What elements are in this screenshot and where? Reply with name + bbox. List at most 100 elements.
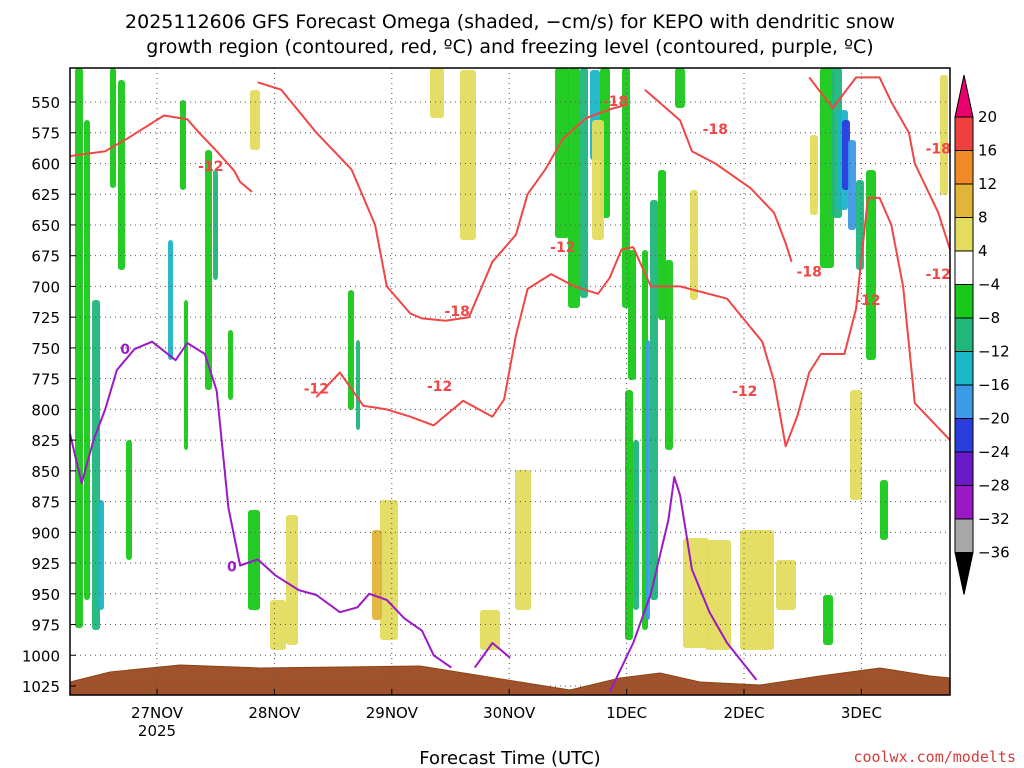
contour-lines: -12 -12 -12 -12 -12 -12 -12 -18 -18 -18 -18 -18 0 0 [69, 76, 951, 693]
omega-shading [75, 68, 948, 650]
colorbar-label: −12 [978, 343, 1010, 361]
omega-shade-cell [810, 135, 818, 215]
y-tick-label: 775 [31, 371, 60, 389]
omega-shade-cell [205, 150, 212, 390]
y-tick-label: 900 [31, 524, 60, 542]
contour-line-minus18 [257, 81, 628, 322]
x-tick-label: 29NOV [366, 704, 419, 722]
colorbar-swatch [954, 150, 974, 185]
contour-label: 0 [120, 342, 130, 358]
y-axis: 550 575 600 625 650 675 700 725 750 775 800 825 850 8… [22, 94, 76, 696]
omega-shade-cell [555, 68, 569, 238]
omega-shade-cell [168, 240, 173, 360]
colorbar-label: 20 [978, 108, 997, 126]
omega-shade-cell [118, 80, 125, 270]
omega-shade-cell [850, 390, 862, 500]
contour-label: -18 [603, 94, 628, 110]
y-tick-label: 1025 [22, 678, 60, 696]
omega-shade-cell [820, 68, 834, 268]
omega-shade-cell [75, 68, 83, 628]
colorbar-bottom-arrow [954, 552, 974, 595]
omega-shade-cell [625, 390, 633, 640]
omega-shade-cell [628, 250, 636, 380]
omega-shade-cell [580, 68, 588, 298]
colorbar-label: −16 [978, 376, 1010, 394]
y-tick-label: 975 [31, 617, 60, 635]
colorbar-swatch [954, 250, 974, 285]
omega-shade-cell [592, 120, 604, 240]
omega-shade-cell [460, 70, 476, 240]
colorbar: 20 16 12 8 4 −4 −8 −12 −16 −20 −24 −28 −32 −36 [954, 74, 1010, 595]
omega-shade-cell [250, 90, 260, 150]
contour-label: -12 [427, 379, 452, 395]
contour-line-minus18 [644, 88, 793, 263]
omega-shade-cell [98, 500, 104, 610]
colorbar-swatch [954, 183, 974, 218]
plot-area: -12 -12 -12 -12 -12 -12 -12 -18 -18 -18 -18 -18 0 0 [69, 67, 951, 696]
y-tick-label: 850 [31, 463, 60, 481]
y-tick-label: 1000 [22, 647, 60, 665]
omega-shade-cell [683, 538, 709, 648]
x-tick-label: 3DEC [841, 704, 882, 722]
colorbar-swatch [954, 384, 974, 419]
x-tick-label: 1DEC [606, 704, 647, 722]
omega-shade-cell [348, 290, 354, 410]
colorbar-label: −32 [978, 510, 1010, 528]
contour-line-0 [608, 476, 758, 693]
contour-label: -18 [703, 122, 728, 138]
colorbar-swatch [954, 317, 974, 352]
contour-label: -18 [445, 304, 470, 320]
y-tick-label: 650 [31, 217, 60, 235]
contour-label: -18 [926, 142, 951, 158]
y-tick-label: 550 [31, 94, 60, 112]
omega-shade-cell [848, 140, 856, 230]
omega-shade-cell [866, 170, 876, 360]
omega-shade-cell [665, 260, 673, 450]
x-axis-year-label: 2025 [138, 722, 176, 740]
omega-shade-cell [633, 440, 639, 610]
omega-shade-cell [940, 75, 948, 195]
omega-shade-cell [515, 470, 531, 610]
omega-shade-cell [880, 480, 888, 540]
colorbar-top-arrow [954, 74, 974, 118]
colorbar-swatch [954, 418, 974, 453]
y-tick-label: 625 [31, 186, 60, 204]
y-tick-label: 600 [31, 155, 60, 173]
omega-shade-cell [180, 100, 186, 190]
colorbar-label: −8 [978, 309, 1000, 327]
omega-shade-cell [184, 300, 188, 450]
contour-line-0 [69, 340, 452, 669]
y-tick-label: 750 [31, 340, 60, 358]
omega-shade-cell [356, 340, 360, 430]
x-tick-label: 30NOV [483, 704, 536, 722]
contour-label: -12 [926, 267, 951, 283]
omega-shade-cell [228, 330, 233, 400]
colorbar-swatch [954, 116, 974, 151]
x-axis-title: Forecast Time (UTC) [419, 748, 600, 768]
contour-line-0 [473, 642, 511, 669]
omega-shade-cell [658, 170, 666, 320]
omega-shade-cell [126, 440, 132, 560]
contour-line-minus18 [808, 76, 951, 250]
contour-label: -18 [797, 265, 822, 281]
colorbar-swatch [954, 351, 974, 386]
colorbar-label: 16 [978, 142, 997, 160]
colorbar-swatch [954, 284, 974, 319]
omega-shade-cell [110, 68, 116, 188]
colorbar-label: −4 [978, 276, 1000, 294]
y-tick-label: 875 [31, 494, 60, 512]
x-tick-label: 2DEC [723, 704, 764, 722]
colorbar-label: −24 [978, 443, 1010, 461]
y-tick-label: 950 [31, 586, 60, 604]
contour-label: -12 [732, 384, 757, 400]
x-tick-label: 27NOV [131, 704, 184, 722]
colorbar-label: −36 [978, 544, 1010, 562]
omega-shade-cell [568, 68, 580, 308]
contour-line-minus12 [69, 114, 253, 193]
omega-shade-cell [650, 200, 658, 600]
omega-shade-cell [430, 68, 444, 118]
omega-shade-cell [675, 68, 685, 108]
colorbar-swatch [954, 485, 974, 520]
y-tick-label: 675 [31, 248, 60, 266]
